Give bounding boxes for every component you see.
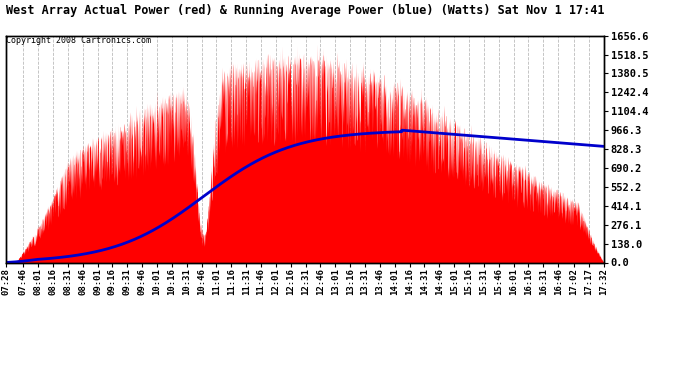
Text: Copyright 2008 Cartronics.com: Copyright 2008 Cartronics.com — [6, 36, 150, 45]
Text: West Array Actual Power (red) & Running Average Power (blue) (Watts) Sat Nov 1 1: West Array Actual Power (red) & Running … — [6, 4, 604, 17]
